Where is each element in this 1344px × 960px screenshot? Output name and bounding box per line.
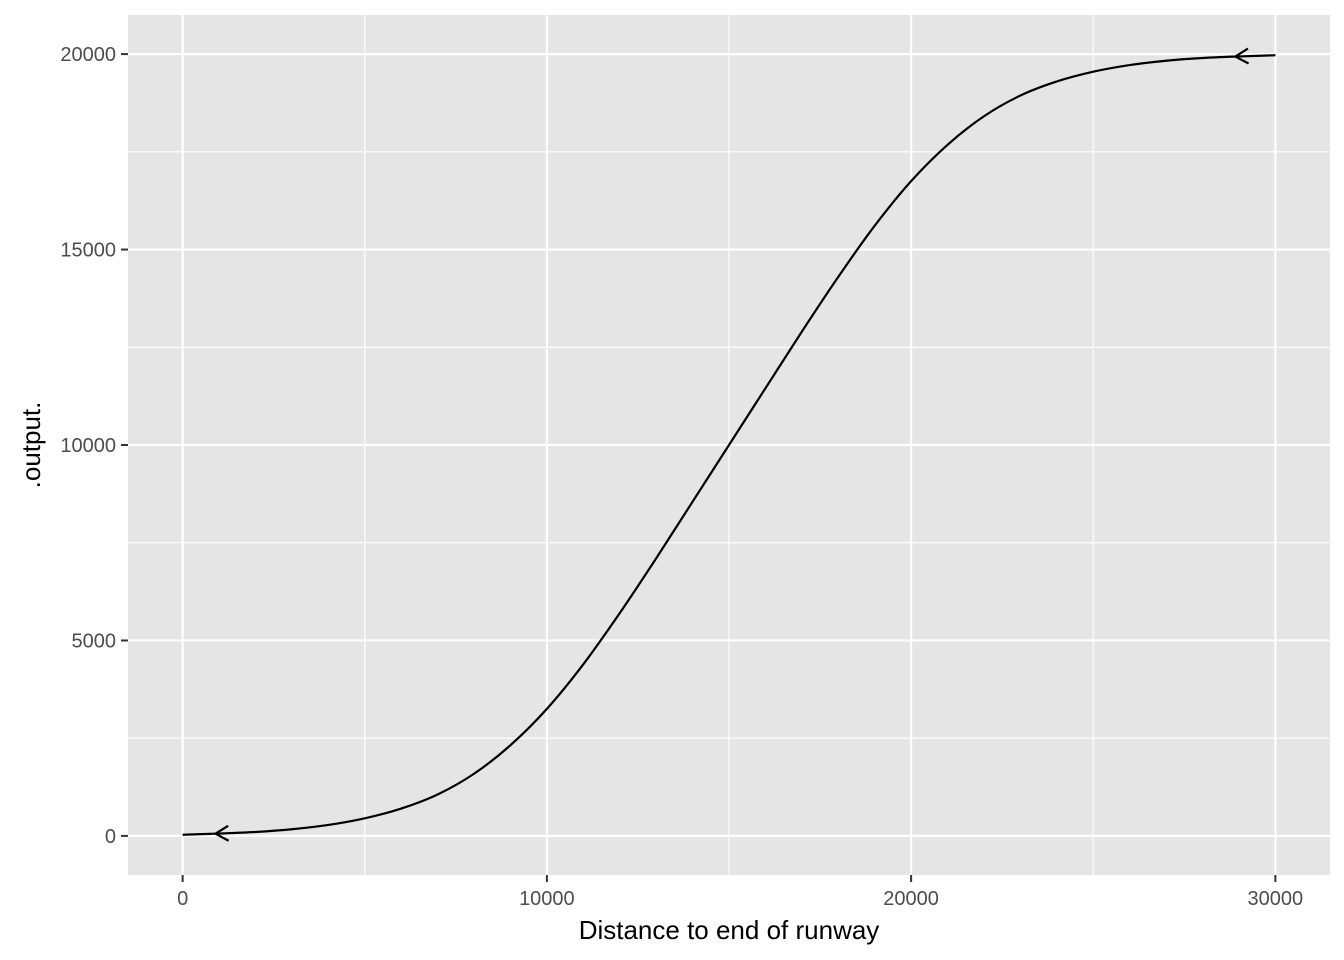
y-tick-label: 0 <box>105 826 116 848</box>
y-axis-title: .output. <box>16 402 46 489</box>
x-tick-label: 0 <box>177 888 188 910</box>
x-axis-title: Distance to end of runway <box>579 915 880 945</box>
x-tick-label: 10000 <box>519 888 575 910</box>
y-tick-label: 10000 <box>60 435 116 457</box>
major-gridlines <box>128 15 1330 875</box>
axis-ticks <box>121 53 1277 882</box>
y-tick-label: 15000 <box>60 240 116 262</box>
series-line <box>182 54 1276 836</box>
arrowhead-icon <box>213 824 230 842</box>
x-axis-tick-labels: 0 10000 20000 30000 <box>177 888 1303 910</box>
series-layer <box>182 47 1276 842</box>
y-axis-tick-labels: 0 5000 10000 15000 20000 <box>60 44 116 848</box>
y-tick-label: 5000 <box>72 630 117 652</box>
y-tick-label: 20000 <box>60 44 116 66</box>
x-tick-label: 30000 <box>1248 888 1304 910</box>
arrowhead-icon <box>1233 47 1250 65</box>
x-tick-label: 20000 <box>883 888 939 910</box>
